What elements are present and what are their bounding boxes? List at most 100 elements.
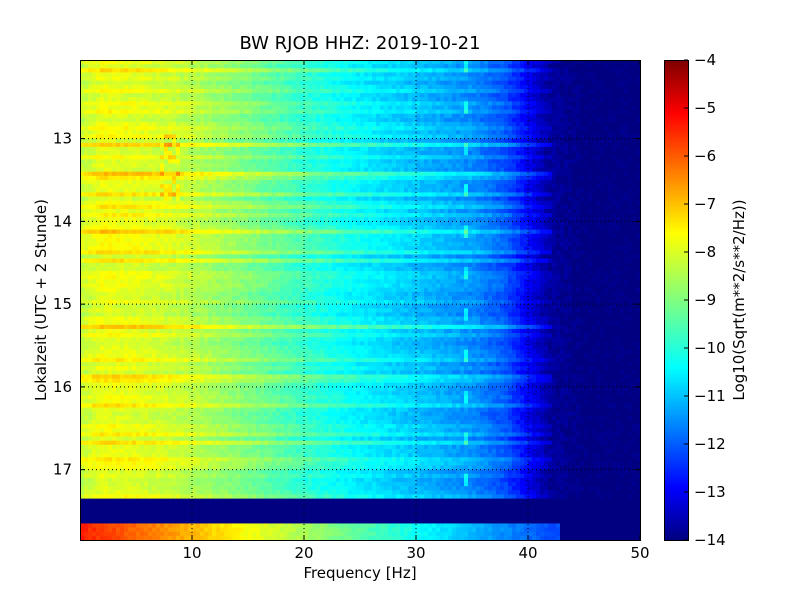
heatmap-cell [256, 68, 261, 74]
heatmap-cell [472, 175, 477, 181]
heatmap-cell [324, 196, 329, 202]
heatmap-cell [332, 134, 337, 140]
heatmap-cell [608, 142, 613, 148]
heatmap-cell [624, 126, 629, 131]
heatmap-cell [436, 76, 441, 82]
heatmap-cell [96, 134, 101, 140]
heatmap-cell [212, 117, 217, 123]
heatmap-cell [448, 109, 453, 115]
heatmap-cell [460, 192, 465, 198]
heatmap-cell [584, 64, 589, 69]
heatmap-cell [556, 138, 561, 144]
heatmap-cell [228, 204, 233, 210]
heatmap-cell [472, 167, 477, 173]
heatmap-cell [300, 72, 305, 78]
heatmap-cell [152, 155, 157, 160]
heatmap-cell [504, 180, 509, 185]
heatmap-cell [480, 84, 485, 90]
heatmap-cell [172, 88, 177, 94]
heatmap-cell [216, 159, 221, 165]
heatmap-cell [564, 117, 569, 123]
heatmap-cell [496, 84, 501, 90]
heatmap-cell [608, 175, 613, 181]
heatmap-cell [476, 180, 481, 185]
heatmap-cell [556, 188, 561, 194]
heatmap-cell [92, 126, 97, 131]
heatmap-cell [636, 126, 641, 131]
heatmap-cell [248, 80, 253, 86]
heatmap-cell [300, 80, 305, 86]
heatmap-cell [452, 88, 457, 94]
heatmap-cell [96, 196, 101, 202]
heatmap-cell [248, 76, 253, 82]
heatmap-cell [320, 192, 325, 198]
heatmap-cell [572, 88, 577, 94]
heatmap-cell [244, 146, 249, 152]
heatmap-cell [344, 126, 349, 131]
heatmap-cell [188, 105, 193, 111]
heatmap-cell [272, 80, 277, 86]
heatmap-cell [300, 155, 305, 160]
heatmap-cell [560, 196, 565, 202]
heatmap-cell [572, 101, 577, 107]
heatmap-cell [464, 163, 469, 169]
heatmap-cell [588, 171, 593, 177]
heatmap-cell [148, 146, 153, 152]
heatmap-cell [336, 105, 341, 111]
heatmap-cell [520, 88, 525, 94]
heatmap-cell [484, 171, 489, 177]
heatmap-cell [380, 180, 385, 185]
heatmap-cell [200, 155, 205, 160]
heatmap-cell [612, 200, 617, 206]
heatmap-cell [88, 188, 93, 194]
heatmap-cell [244, 130, 249, 136]
heatmap-cell [260, 76, 265, 82]
heatmap-cell [564, 159, 569, 165]
heatmap-cell [244, 84, 249, 90]
heatmap-cell [472, 84, 477, 90]
heatmap-cell [484, 192, 489, 198]
heatmap-cell [212, 97, 217, 102]
heatmap-cell [500, 64, 505, 69]
heatmap-cell [264, 175, 269, 181]
heatmap-cell [304, 138, 309, 144]
heatmap-cell [556, 126, 561, 131]
heatmap-cell [628, 97, 633, 102]
heatmap-cell [220, 163, 225, 169]
heatmap-cell [140, 97, 145, 102]
heatmap-cell [232, 80, 237, 86]
heatmap-cell [88, 146, 93, 152]
heatmap-cell [504, 109, 509, 115]
heatmap-cell [216, 151, 221, 156]
heatmap-cell [492, 155, 497, 160]
heatmap-cell [136, 97, 141, 102]
heatmap-cell [328, 200, 333, 206]
heatmap-cell [176, 151, 181, 156]
heatmap-cell [140, 163, 145, 169]
heatmap-cell [88, 109, 93, 115]
heatmap-cell [336, 175, 341, 181]
heatmap-cell [276, 138, 281, 144]
heatmap-cell [624, 134, 629, 140]
heatmap-cell [156, 126, 161, 131]
heatmap-cell [172, 142, 177, 148]
heatmap-cell [288, 188, 293, 194]
heatmap-cell [404, 142, 409, 148]
heatmap-cell [404, 159, 409, 165]
heatmap-cell [532, 146, 537, 152]
heatmap-cell [484, 84, 489, 90]
heatmap-cell [632, 151, 637, 156]
heatmap-cell [364, 97, 369, 102]
heatmap-cell [552, 167, 557, 173]
heatmap-cell [504, 84, 509, 90]
heatmap-cell [492, 146, 497, 152]
heatmap-cell [544, 126, 549, 131]
heatmap-cell [160, 184, 165, 189]
heatmap-cell [372, 105, 377, 111]
heatmap-cell [124, 196, 129, 202]
heatmap-cell [496, 163, 501, 169]
heatmap-cell [408, 60, 413, 65]
heatmap-cell [516, 60, 521, 65]
heatmap-cell [296, 130, 301, 136]
heatmap-cell [328, 60, 333, 65]
